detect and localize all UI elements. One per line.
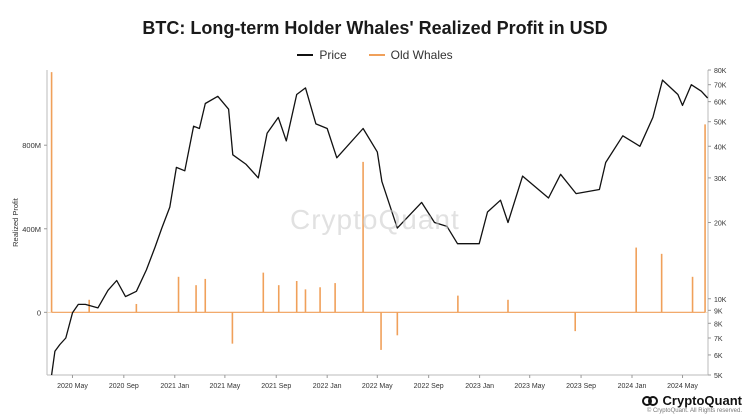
y-tick-label-left: 400M xyxy=(22,225,41,234)
legend-label-price: Price xyxy=(319,48,347,62)
x-tick-label: 2022 May xyxy=(362,383,393,390)
y-tick-label-right: 70K xyxy=(714,83,727,90)
x-tick-label: 2022 Sep xyxy=(414,383,444,390)
brand-logo: CryptoQuant xyxy=(641,393,742,408)
x-tick-label: 2024 May xyxy=(667,383,698,390)
x-tick-label: 2020 Sep xyxy=(109,383,139,390)
y-tick-label-right: 10K xyxy=(714,297,727,304)
y-tick-label-right: 7K xyxy=(714,336,723,343)
x-tick-label: 2023 Jan xyxy=(465,383,494,390)
x-tick-label: 2021 May xyxy=(210,383,241,390)
x-tick-label: 2023 May xyxy=(514,383,545,390)
x-tick-label: 2023 Sep xyxy=(566,383,596,390)
y-tick-label-right: 5K xyxy=(714,373,723,380)
y-tick-label-right: 40K xyxy=(714,144,727,151)
x-tick-label: 2021 Jan xyxy=(160,383,189,390)
y-tick-label-right: 20K xyxy=(714,221,727,228)
legend-swatch-price xyxy=(297,54,314,56)
y-tick-label-right: 8K xyxy=(714,321,723,328)
legend-item-old-whales: Old Whales xyxy=(368,48,453,62)
x-tick-label: 2024 Jan xyxy=(618,383,647,390)
y-tick-label-right: 9K xyxy=(714,308,723,315)
y-tick-label-right: 60K xyxy=(714,100,727,107)
y-tick-label-right: 6K xyxy=(714,353,723,360)
brand-name: CryptoQuant xyxy=(662,393,742,408)
x-tick-label: 2022 Jan xyxy=(313,383,342,390)
y-tick-label-right: 30K xyxy=(714,176,727,183)
watermark: CryptoQuant xyxy=(290,204,460,235)
x-tick-label: 2021 Sep xyxy=(261,383,291,390)
x-tick-label: 2020 May xyxy=(57,383,88,390)
chart-legend: Price Old Whales xyxy=(0,48,750,62)
legend-swatch-old-whales xyxy=(368,54,385,56)
price-line xyxy=(50,79,709,376)
y-tick-label-left: 800M xyxy=(22,141,41,150)
y-tick-label-right: 50K xyxy=(714,120,727,127)
y-axis-title: Realized Profit xyxy=(11,197,20,247)
legend-item-price: Price xyxy=(297,48,347,62)
y-tick-label-right: 80K xyxy=(714,68,727,75)
chart-title: BTC: Long-term Holder Whales' Realized P… xyxy=(142,18,608,38)
footer: CryptoQuant © CryptoQuant. All Rights re… xyxy=(641,393,742,414)
y-tick-label-left: 0 xyxy=(37,308,41,317)
cryptoquant-logo-icon xyxy=(641,395,658,406)
copyright-text: © CryptoQuant. All Rights reserved. xyxy=(646,408,742,414)
legend-label-old-whales: Old Whales xyxy=(390,48,453,62)
